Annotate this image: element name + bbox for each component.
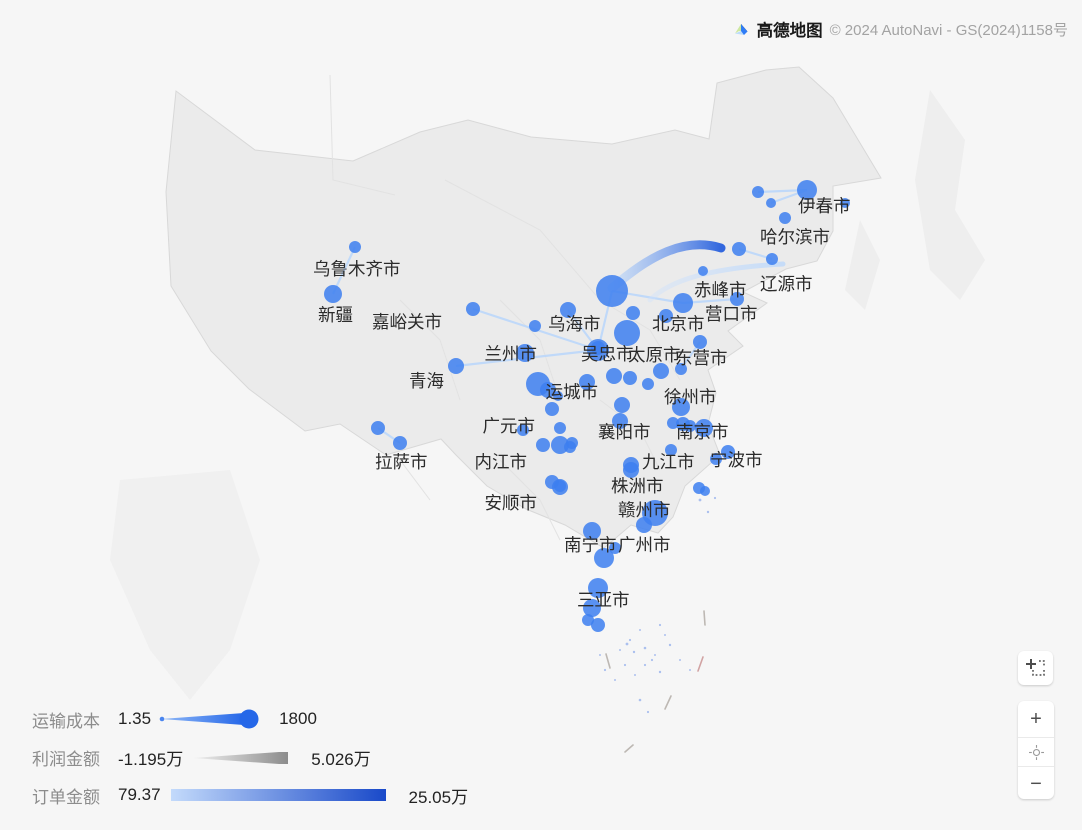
svg-text:乌海市: 乌海市 bbox=[548, 314, 601, 334]
svg-text:乌鲁木齐市: 乌鲁木齐市 bbox=[313, 259, 401, 279]
svg-text:哈尔滨市: 哈尔滨市 bbox=[760, 227, 830, 247]
svg-text:南京市: 南京市 bbox=[676, 422, 729, 442]
svg-text:营口市: 营口市 bbox=[705, 304, 758, 324]
svg-text:安顺市: 安顺市 bbox=[485, 493, 538, 513]
svg-text:吴忠市: 吴忠市 bbox=[581, 344, 634, 364]
svg-text:太原市: 太原市 bbox=[628, 345, 681, 365]
svg-text:南宁市: 南宁市 bbox=[564, 535, 617, 555]
svg-text:襄阳市: 襄阳市 bbox=[598, 422, 651, 442]
svg-text:青海: 青海 bbox=[409, 371, 444, 391]
svg-text:徐州市: 徐州市 bbox=[664, 387, 717, 407]
svg-text:内江市: 内江市 bbox=[475, 452, 528, 472]
svg-text:伊春市: 伊春市 bbox=[798, 196, 851, 216]
svg-text:三亚市: 三亚市 bbox=[577, 590, 630, 610]
svg-text:新疆: 新疆 bbox=[318, 305, 353, 325]
svg-text:兰州市: 兰州市 bbox=[485, 344, 538, 364]
svg-text:拉萨市: 拉萨市 bbox=[375, 452, 428, 472]
svg-text:九江市: 九江市 bbox=[642, 452, 695, 472]
svg-text:北京市: 北京市 bbox=[652, 314, 705, 334]
svg-text:株洲市: 株洲市 bbox=[611, 476, 664, 496]
svg-text:辽源市: 辽源市 bbox=[760, 274, 813, 294]
svg-text:运城市: 运城市 bbox=[546, 382, 599, 402]
svg-text:赣州市: 赣州市 bbox=[618, 500, 671, 520]
svg-text:宁波市: 宁波市 bbox=[710, 450, 763, 470]
svg-text:广州市: 广州市 bbox=[618, 535, 671, 555]
svg-text:赤峰市: 赤峰市 bbox=[694, 280, 747, 300]
svg-text:嘉峪关市: 嘉峪关市 bbox=[372, 312, 442, 332]
svg-text:广元市: 广元市 bbox=[483, 416, 536, 436]
svg-text:东营市: 东营市 bbox=[675, 348, 728, 368]
